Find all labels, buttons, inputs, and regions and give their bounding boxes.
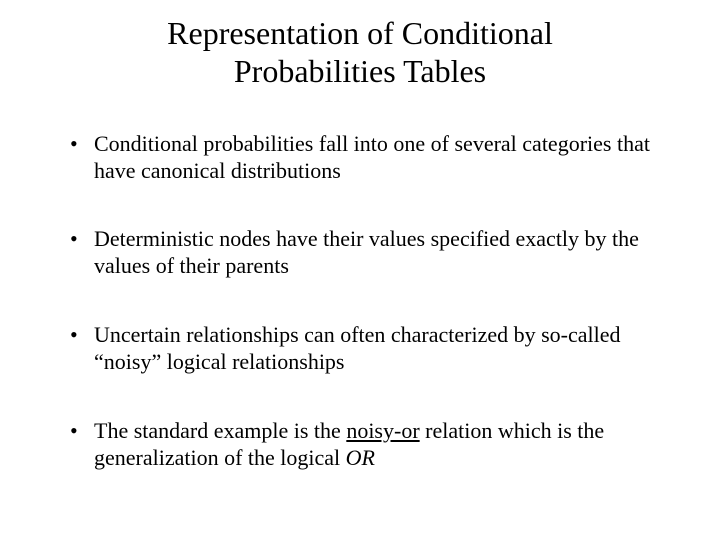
title-line-2: Probabilities Tables: [234, 53, 486, 89]
slide-title: Representation of Conditional Probabilit…: [50, 14, 670, 91]
bullet-list: Conditional probabilities fall into one …: [50, 131, 670, 472]
bullet-item: The standard example is the noisy-or rel…: [68, 418, 652, 472]
bullet-item: Conditional probabilities fall into one …: [68, 131, 652, 185]
bullet-item: Deterministic nodes have their values sp…: [68, 226, 652, 280]
title-line-1: Representation of Conditional: [167, 15, 553, 51]
bullet-item: Uncertain relationships can often charac…: [68, 322, 652, 376]
slide: Representation of Conditional Probabilit…: [0, 0, 720, 540]
